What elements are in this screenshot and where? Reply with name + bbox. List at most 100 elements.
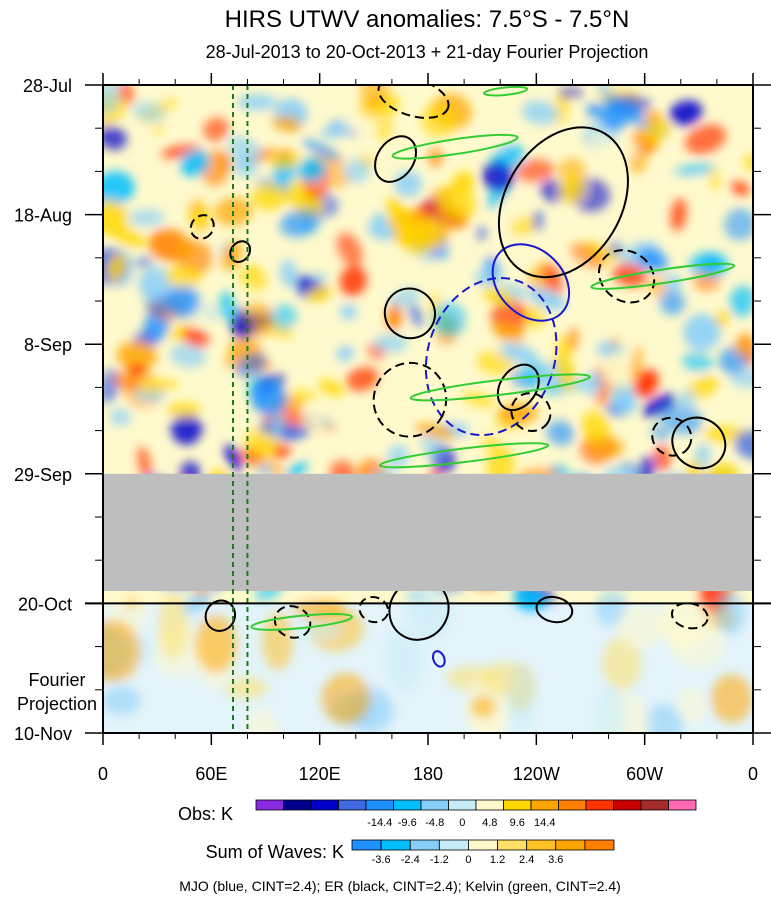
anomaly-blob bbox=[558, 86, 583, 99]
anomaly-blob bbox=[428, 148, 443, 168]
wave-blob bbox=[103, 619, 141, 683]
waves-colorbar-swatch bbox=[555, 839, 586, 851]
obs-colorbar-tick-label: 0 bbox=[459, 817, 465, 829]
obs-colorbar-swatch bbox=[640, 799, 669, 811]
obs-colorbar-tick-label: 4.8 bbox=[482, 817, 497, 829]
anomaly-blob bbox=[390, 388, 415, 417]
anomaly-blob bbox=[414, 422, 456, 439]
anomaly-blob bbox=[683, 313, 721, 351]
waves-colorbar-swatch bbox=[438, 839, 469, 851]
wave-blob bbox=[194, 615, 237, 674]
anomaly-blob bbox=[167, 284, 200, 319]
anomaly-blob bbox=[182, 326, 209, 348]
anomaly-blob bbox=[636, 120, 673, 144]
anomaly-blob bbox=[235, 352, 267, 378]
anomaly-blob bbox=[569, 243, 606, 270]
mjo-filter-band-lines bbox=[232, 85, 249, 733]
anomaly-blob bbox=[586, 103, 604, 118]
kelvin-contour bbox=[378, 442, 550, 469]
anomaly-blob bbox=[137, 446, 152, 481]
obs-colorbar-swatch bbox=[365, 799, 394, 811]
wave-blob bbox=[407, 581, 453, 640]
obs-colorbar-swatch bbox=[558, 799, 587, 811]
anomaly-blob bbox=[238, 267, 269, 291]
anomaly-blob bbox=[476, 350, 516, 375]
waves-colorbar-swatch bbox=[497, 839, 528, 851]
waves-colorbar-tick-label: 3.6 bbox=[548, 854, 563, 866]
anomaly-blob bbox=[630, 346, 643, 382]
anomaly-blob bbox=[724, 208, 753, 241]
wave-blob bbox=[470, 695, 497, 719]
waves-colorbar-tick-label: 1.2 bbox=[490, 854, 505, 866]
wave-blob bbox=[321, 673, 371, 725]
anomaly-blob bbox=[138, 267, 173, 302]
chart-title: HIRS UTWV anomalies: 7.5°S - 7.5°N bbox=[225, 6, 630, 33]
er-contour bbox=[535, 595, 574, 624]
fourier-label-line1: Fourier bbox=[28, 670, 85, 690]
anomaly-blob bbox=[375, 119, 394, 142]
obs-colorbar-tick-label: -4.8 bbox=[425, 817, 444, 829]
y-tick-label: 10-Nov bbox=[14, 724, 72, 744]
anomaly-blob bbox=[488, 229, 527, 258]
anomaly-blob bbox=[684, 124, 727, 155]
anomaly-blob bbox=[734, 430, 753, 460]
waves-colorbar-tick-label: -3.6 bbox=[372, 854, 391, 866]
anomaly-blob bbox=[668, 100, 703, 126]
anomaly-blob bbox=[271, 411, 284, 438]
anomaly-blob bbox=[170, 343, 207, 368]
er-contour bbox=[273, 605, 312, 639]
waves-colorbar: Sum of Waves: K -3.6 -2.4 -1.2 0 1.2 2.4 3.6 bbox=[206, 839, 615, 866]
anomaly-blob bbox=[659, 404, 703, 435]
wave-blob bbox=[244, 707, 278, 733]
x-tick-label: 0 bbox=[98, 764, 108, 784]
anomaly-blob bbox=[103, 124, 127, 151]
anomaly-blob bbox=[319, 126, 353, 139]
er-contour bbox=[383, 287, 436, 340]
obs-colorbar-swatch bbox=[310, 799, 339, 811]
anomaly-blob bbox=[476, 225, 489, 242]
waves-colorbar-tick-label: 2.4 bbox=[519, 854, 534, 866]
anomaly-blob bbox=[654, 444, 671, 472]
mjo-contour bbox=[424, 276, 558, 437]
anomaly-blob bbox=[318, 379, 345, 397]
waves-colorbar-label: Sum of Waves: K bbox=[206, 842, 344, 862]
anomaly-blob bbox=[612, 395, 638, 415]
contour-legend-text: MJO (blue, CINT=2.4); ER (black, CINT=2.… bbox=[179, 878, 621, 894]
missing-data-band bbox=[103, 473, 753, 592]
anomaly-blob bbox=[180, 150, 210, 177]
anomaly-blob bbox=[674, 163, 716, 177]
anomaly-blob bbox=[360, 85, 389, 110]
anomaly-blob bbox=[400, 221, 441, 256]
anomaly-blob bbox=[492, 201, 531, 226]
waves-colorbar-swatch bbox=[526, 839, 557, 851]
anomaly-blob bbox=[289, 389, 318, 401]
obs-colorbar-swatch bbox=[338, 799, 367, 811]
anomaly-blob bbox=[598, 85, 610, 95]
anomaly-blob bbox=[152, 122, 165, 134]
anomaly-blob bbox=[731, 181, 750, 196]
y-tick-label: 8-Sep bbox=[24, 335, 72, 355]
x-tick-label: 0 bbox=[748, 764, 758, 784]
anomaly-blob bbox=[297, 157, 326, 183]
obs-colorbar-swatch bbox=[585, 799, 614, 811]
obs-colorbar-swatch bbox=[255, 799, 284, 811]
y-tick-label: 28-Jul bbox=[23, 76, 72, 96]
obs-colorbar-swatch bbox=[613, 799, 642, 811]
anomaly-blob bbox=[367, 220, 395, 241]
anomaly-blob bbox=[598, 139, 639, 164]
anomaly-blob bbox=[650, 426, 670, 442]
anomaly-blob bbox=[581, 411, 610, 443]
anomaly-blob bbox=[345, 366, 379, 392]
anomaly-blob bbox=[251, 182, 287, 211]
anomaly-blob bbox=[420, 432, 444, 463]
er-contour bbox=[598, 249, 656, 304]
mjo-contour bbox=[432, 650, 446, 668]
waves-colorbar-tick-label: -2.4 bbox=[401, 854, 420, 866]
x-tick-label: 120E bbox=[299, 764, 341, 784]
wave-blob bbox=[676, 687, 707, 723]
er-contour bbox=[358, 596, 390, 624]
er-contour bbox=[189, 214, 215, 240]
kelvin-contour bbox=[409, 373, 591, 402]
anomaly-blob bbox=[339, 265, 367, 297]
